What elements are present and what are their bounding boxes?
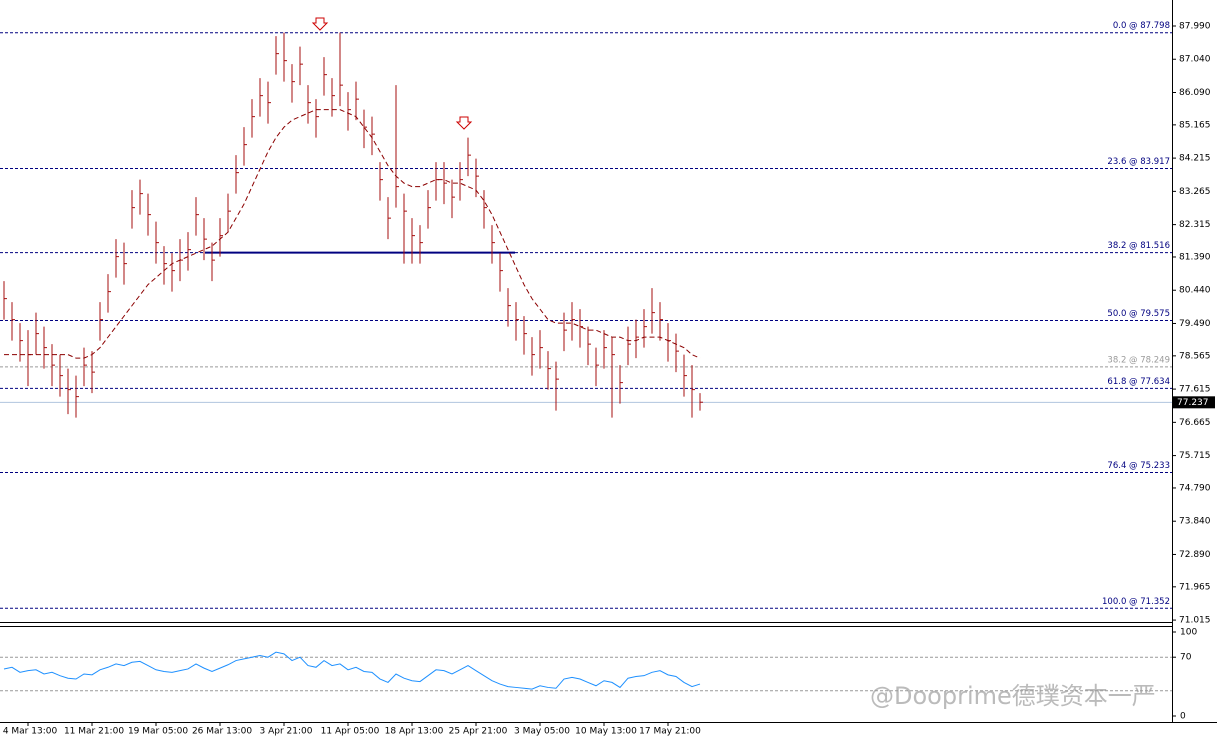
y-tick-label: 76.665 — [1179, 418, 1211, 428]
fib-label: 38.2 @ 78.249 — [1107, 355, 1170, 365]
y-tick-label: 78.565 — [1179, 351, 1211, 361]
x-tick-label: 11 Mar 21:00 — [64, 727, 124, 737]
fib-label: 61.8 @ 77.634 — [1107, 377, 1170, 387]
y-tick-label: 87.990 — [1179, 21, 1211, 31]
fib-label: 0.0 @ 87.798 — [1113, 21, 1170, 31]
y-tick-label: 77.615 — [1179, 385, 1211, 395]
fractal-arrow — [311, 17, 329, 31]
y-tick-label: 79.490 — [1179, 319, 1211, 329]
x-tick-label: 11 Apr 05:00 — [321, 727, 380, 737]
rsi-line — [3, 651, 701, 690]
fib-label: 50.0 @ 79.575 — [1107, 309, 1170, 319]
x-tick-label: 26 Mar 13:00 — [192, 727, 252, 737]
current-price-label: 77.237 — [1177, 398, 1209, 408]
y-tick-label: 74.790 — [1179, 483, 1211, 493]
y-tick-label: 71.015 — [1179, 616, 1211, 626]
x-tick-label: 25 Apr 21:00 — [449, 727, 508, 737]
fib-label: 38.2 @ 81.516 — [1107, 241, 1170, 251]
x-tick-label: 4 Mar 13:00 — [3, 727, 58, 737]
x-tick-label: 10 May 13:00 — [575, 727, 637, 737]
x-tick-label: 3 May 05:00 — [514, 727, 570, 737]
current-price-box — [1173, 396, 1215, 409]
moving-average — [4, 109, 701, 359]
y-tick-label: 72.890 — [1179, 550, 1211, 560]
y-tick-label: 71.965 — [1179, 582, 1211, 592]
y-tick-label: 73.840 — [1179, 517, 1211, 527]
y-tick-label: 81.390 — [1179, 252, 1211, 262]
y-tick-label: 85.165 — [1179, 120, 1211, 130]
fib-label: 100.0 @ 71.352 — [1102, 597, 1170, 607]
y-tick-label: 80.440 — [1179, 286, 1211, 296]
y-tick-label: 87.040 — [1179, 55, 1211, 65]
fractal-arrow — [455, 116, 473, 130]
rsi-tick-label: 0 — [1180, 712, 1186, 722]
x-tick-label: 18 Apr 13:00 — [385, 727, 444, 737]
y-tick-label: 86.090 — [1179, 88, 1211, 98]
rsi-tick-label: 100 — [1180, 628, 1197, 638]
y-tick-label: 83.265 — [1179, 187, 1211, 197]
rsi-tick-label: 70 — [1180, 653, 1192, 663]
y-tick-label: 75.715 — [1179, 451, 1211, 461]
watermark: @Dooprime德璞资本一严 — [870, 682, 1156, 710]
fib-label: 76.4 @ 75.233 — [1107, 461, 1170, 471]
x-tick-label: 17 May 21:00 — [639, 727, 701, 737]
x-tick-label: 3 Apr 21:00 — [260, 727, 313, 737]
y-tick-label: 82.315 — [1179, 220, 1211, 230]
x-tick-label: 19 Mar 05:00 — [128, 727, 188, 737]
y-tick-label: 84.215 — [1179, 154, 1211, 164]
fib-label: 23.6 @ 83.917 — [1107, 157, 1170, 167]
